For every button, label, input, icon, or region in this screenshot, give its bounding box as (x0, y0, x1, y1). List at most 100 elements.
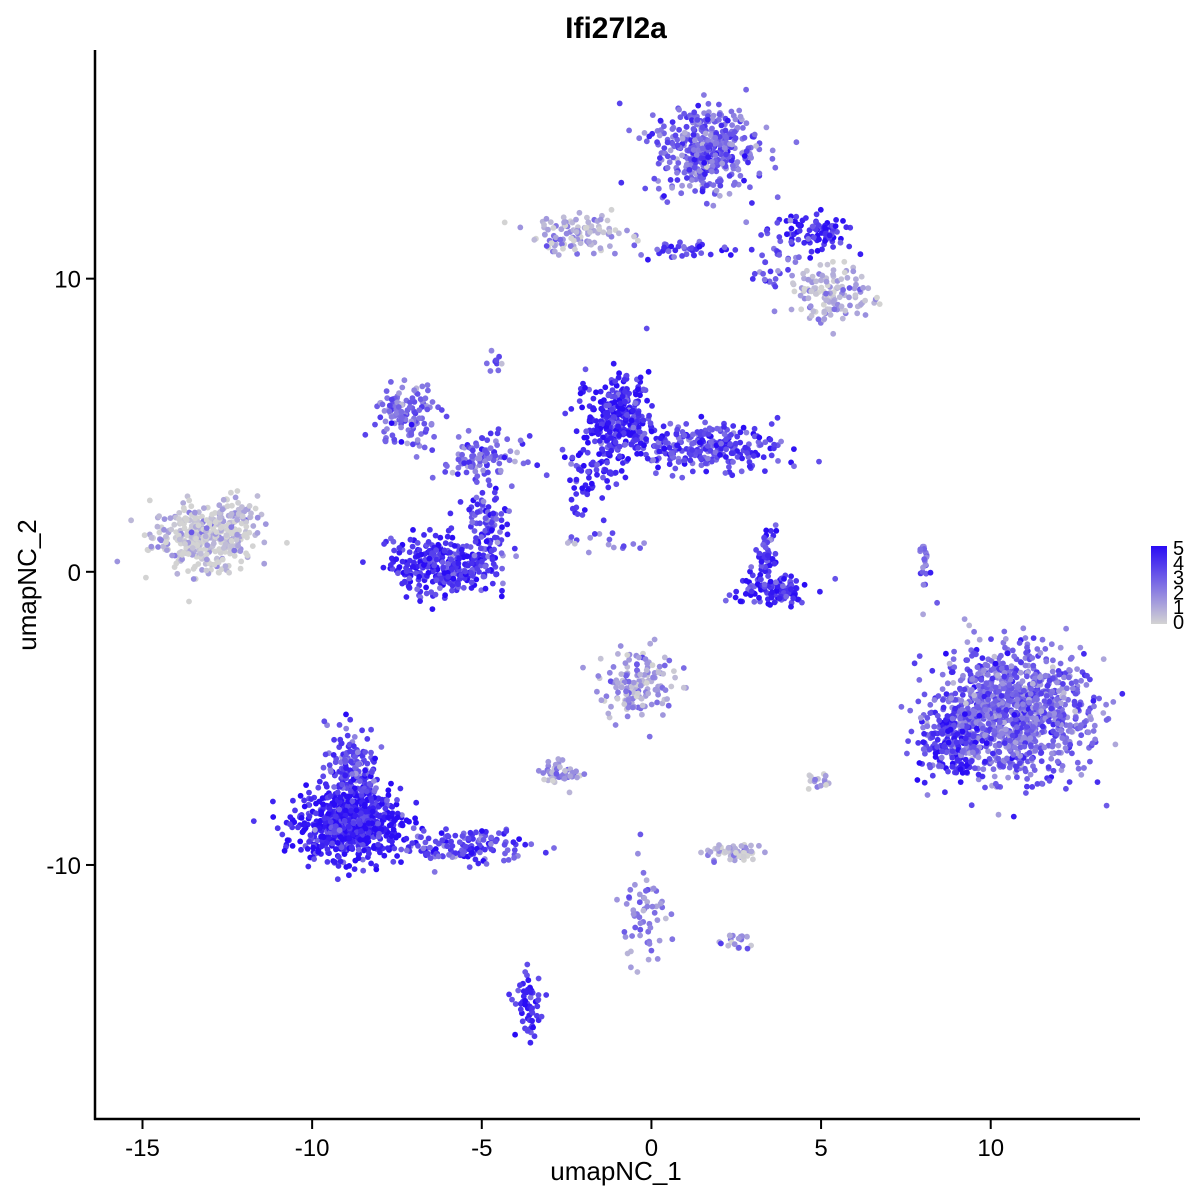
scatter-point (489, 556, 496, 563)
scatter-point (594, 471, 600, 478)
scatter-point (306, 789, 312, 796)
scatter-point (625, 456, 631, 462)
scatter-point (559, 446, 566, 453)
scatter-point (472, 468, 479, 475)
scatter-point (857, 251, 864, 258)
scatter-point (746, 463, 753, 470)
scatter-point (743, 219, 750, 226)
scatter-point (593, 389, 599, 396)
scatter-point (531, 236, 538, 243)
scatter-point (763, 227, 770, 234)
scatter-point (612, 439, 619, 446)
scatter-point (748, 564, 755, 570)
scatter-point (435, 541, 442, 548)
scatter-point (676, 106, 682, 113)
scatter-point (862, 297, 868, 304)
scatter-point (772, 550, 779, 557)
scatter-point (1039, 636, 1046, 643)
scatter-point (444, 533, 451, 540)
scatter-point (730, 423, 737, 429)
scatter-point (837, 239, 844, 246)
scatter-point (964, 639, 971, 645)
scatter-point (327, 819, 334, 825)
scatter-point (308, 796, 315, 802)
scatter-point (344, 732, 351, 739)
scatter-point (403, 594, 410, 600)
scatter-point (318, 843, 325, 850)
scatter-point (974, 703, 980, 710)
scatter-point (466, 506, 473, 513)
scatter-point (844, 274, 851, 281)
scatter-point (560, 245, 566, 252)
scatter-point (499, 565, 505, 572)
scatter-point (413, 819, 419, 826)
scatter-point (705, 431, 712, 437)
scatter-point (924, 723, 931, 730)
scatter-point (927, 701, 934, 708)
scatter-point (1076, 701, 1083, 708)
scatter-point (816, 236, 822, 243)
scatter-point (203, 556, 210, 563)
scatter-point (237, 565, 244, 572)
scatter-point (957, 685, 963, 692)
scatter-point (542, 849, 549, 856)
scatter-point (1016, 640, 1023, 646)
scatter-point (606, 229, 613, 235)
scatter-point (985, 696, 992, 703)
scatter-point (250, 523, 257, 529)
scatter-point (216, 514, 223, 521)
scatter-point (811, 234, 817, 241)
scatter-point (362, 767, 368, 774)
scatter-point (704, 455, 711, 462)
scatter-point (1045, 764, 1052, 770)
scatter-point (186, 598, 192, 605)
scatter-point (512, 458, 518, 465)
scatter-point (298, 815, 305, 821)
scatter-point (750, 453, 757, 459)
scatter-point (369, 808, 376, 815)
scatter-point (334, 840, 341, 846)
scatter-point (315, 849, 322, 855)
scatter-point (788, 603, 794, 610)
scatter-point (513, 553, 519, 560)
scatter-point (737, 172, 744, 179)
scatter-point (483, 861, 490, 867)
scatter-point (1032, 704, 1039, 711)
scatter-point (729, 162, 736, 169)
scatter-point (368, 726, 374, 733)
scatter-point (304, 846, 311, 852)
scatter-point (697, 448, 704, 455)
scatter-point (391, 547, 397, 554)
scatter-point (696, 168, 703, 174)
scatter-point (337, 834, 344, 840)
scatter-point (489, 580, 496, 587)
scatter-point (351, 785, 358, 792)
scatter-point (1043, 658, 1050, 665)
scatter-point (467, 829, 474, 836)
scatter-point (1087, 758, 1093, 765)
scatter-point (942, 789, 948, 796)
scatter-point (527, 989, 534, 996)
scatter-point (768, 421, 775, 427)
scatter-point (455, 560, 462, 567)
scatter-point (330, 752, 337, 758)
scatter-point (252, 505, 259, 512)
scatter-point (630, 424, 637, 431)
scatter-point (1059, 763, 1066, 769)
scatter-point (1041, 698, 1048, 704)
scatter-point (703, 182, 710, 189)
scatter-point (324, 846, 331, 853)
scatter-point (669, 126, 676, 132)
scatter-point (480, 498, 487, 505)
scatter-point (596, 438, 603, 444)
scatter-point (980, 766, 987, 773)
scatter-point (449, 469, 456, 476)
scatter-point (728, 450, 735, 457)
scatter-point (946, 660, 953, 667)
scatter-point (1060, 694, 1067, 701)
scatter-point (1103, 701, 1109, 708)
scatter-point (788, 239, 795, 245)
scatter-point (429, 399, 436, 405)
scatter-point (488, 527, 495, 533)
scatter-point (395, 570, 401, 577)
